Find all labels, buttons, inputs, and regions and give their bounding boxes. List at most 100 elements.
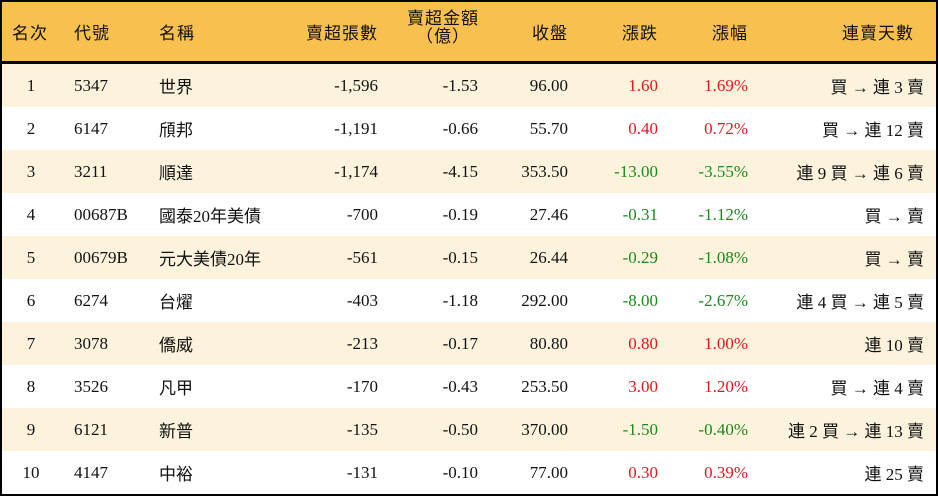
name-cell: 國泰20年美債 bbox=[159, 207, 261, 226]
change-cell: -1.50 bbox=[622, 419, 658, 439]
streak-cell: 連 25 賣 bbox=[864, 465, 925, 484]
rank-cell: 8 bbox=[26, 376, 36, 396]
header-net-sell-amount-line2: （億） bbox=[416, 27, 470, 46]
change-pct-cell: -1.08% bbox=[698, 247, 748, 267]
rank-cell: 3 bbox=[26, 161, 36, 181]
change-cell: 0.30 bbox=[628, 462, 658, 482]
change-pct-cell: 0.72% bbox=[704, 118, 748, 138]
code-cell: 00687B bbox=[74, 204, 128, 224]
change-pct-cell: -3.55% bbox=[698, 161, 748, 181]
header-net-sell-amount: 賣超金額 （億） bbox=[407, 10, 479, 46]
net-sell-amount-cell: -0.19 bbox=[442, 204, 478, 224]
change-cell: -8.00 bbox=[622, 290, 658, 310]
rank-cell: 5 bbox=[26, 247, 36, 267]
net-sell-lots-cell: -1,596 bbox=[334, 75, 378, 95]
change-pct-cell: 1.69% bbox=[704, 75, 748, 95]
net-sell-lots-cell: -561 bbox=[346, 247, 378, 267]
name-cell: 中裕 bbox=[159, 465, 193, 484]
table-row[interactable]: 3 3211 順達 -1,174 -4.15 353.50 -13.00 -3.55% 連 9 … bbox=[2, 150, 936, 193]
change-pct-cell: 1.00% bbox=[704, 333, 748, 353]
close-price-cell: 55.70 bbox=[529, 118, 568, 138]
rank-cell: 6 bbox=[26, 290, 36, 310]
change-cell: 3.00 bbox=[628, 376, 658, 396]
change-cell: 0.40 bbox=[628, 118, 658, 138]
table-row[interactable]: 7 3078 僑威 -213 -0.17 80.80 0.80 1.00% 連 10 賣 bbox=[2, 322, 936, 365]
rank-cell: 10 bbox=[22, 462, 40, 482]
streak-cell: 連 2 買 → 連 13 賣 bbox=[788, 422, 924, 441]
code-cell: 4147 bbox=[74, 462, 108, 482]
net-sell-amount-cell: -0.10 bbox=[442, 462, 478, 482]
table-row[interactable]: 1 5347 世界 -1,596 -1.53 96.00 1.60 1.69% 買 → 連 3 … bbox=[2, 64, 936, 107]
rank-cell: 7 bbox=[26, 333, 36, 353]
net-sell-lots-cell: -170 bbox=[346, 376, 378, 396]
net-sell-lots-cell: -131 bbox=[346, 462, 378, 482]
rank-cell: 9 bbox=[26, 419, 36, 439]
net-sell-amount-cell: -4.15 bbox=[442, 161, 478, 181]
change-pct-cell: 1.20% bbox=[704, 376, 748, 396]
name-cell: 新普 bbox=[159, 422, 193, 441]
header-rank: 名次 bbox=[12, 24, 48, 43]
close-price-cell: 77.00 bbox=[529, 462, 568, 482]
table-row[interactable]: 9 6121 新普 -135 -0.50 370.00 -1.50 -0.40% 連 2 買 →… bbox=[2, 408, 936, 451]
change-pct-cell: -2.67% bbox=[698, 290, 748, 310]
table-row[interactable]: 10 4147 中裕 -131 -0.10 77.00 0.30 0.39% 連 25 賣 bbox=[2, 451, 936, 494]
header-streak: 連賣天數 bbox=[842, 24, 914, 43]
net-sell-lots-cell: -1,174 bbox=[334, 161, 378, 181]
net-sell-lots-cell: -700 bbox=[346, 204, 378, 224]
streak-cell: 買 → 賣 bbox=[864, 250, 925, 269]
net-sell-amount-cell: -0.66 bbox=[442, 118, 478, 138]
net-sell-amount-cell: -1.53 bbox=[442, 75, 478, 95]
code-cell: 00679B bbox=[74, 247, 128, 267]
net-sell-lots-cell: -135 bbox=[346, 419, 378, 439]
change-pct-cell: 0.39% bbox=[704, 462, 748, 482]
code-cell: 6121 bbox=[74, 419, 108, 439]
streak-cell: 連 4 買 → 連 5 賣 bbox=[796, 293, 925, 312]
change-cell: 0.80 bbox=[628, 333, 658, 353]
code-cell: 5347 bbox=[74, 75, 108, 95]
close-price-cell: 292.00 bbox=[521, 290, 568, 310]
change-cell: 1.60 bbox=[628, 75, 658, 95]
code-cell: 6274 bbox=[74, 290, 108, 310]
streak-cell: 連 9 買 → 連 6 賣 bbox=[796, 164, 925, 183]
net-sell-amount-cell: -1.18 bbox=[442, 290, 478, 310]
table-row[interactable]: 5 00679B 元大美債20年 -561 -0.15 26.44 -0.29 -1.08% 買… bbox=[2, 236, 936, 279]
table-header: 名次 代號 名稱 賣超張數 賣超金額 （億） 收盤 漲跌 漲幅 連賣天數 bbox=[2, 2, 936, 64]
name-cell: 僑威 bbox=[159, 336, 193, 355]
name-cell: 凡甲 bbox=[159, 379, 193, 398]
header-close: 收盤 bbox=[532, 24, 568, 43]
header-net-sell-amount-line1: 賣超金額 bbox=[407, 9, 479, 28]
streak-cell: 買 → 賣 bbox=[864, 207, 925, 226]
table-row[interactable]: 4 00687B 國泰20年美債 -700 -0.19 27.46 -0.31 -1.12% 買… bbox=[2, 193, 936, 236]
rank-cell: 2 bbox=[26, 118, 36, 138]
table-row[interactable]: 8 3526 凡甲 -170 -0.43 253.50 3.00 1.20% 買 → 連 4 賣 bbox=[2, 365, 936, 408]
change-cell: -0.29 bbox=[622, 247, 658, 267]
change-cell: -0.31 bbox=[622, 204, 658, 224]
net-sell-amount-cell: -0.17 bbox=[442, 333, 478, 353]
close-price-cell: 370.00 bbox=[521, 419, 568, 439]
table-row[interactable]: 6 6274 台燿 -403 -1.18 292.00 -8.00 -2.67% 連 4 買 →… bbox=[2, 279, 936, 322]
name-cell: 元大美債20年 bbox=[159, 250, 261, 269]
net-sell-amount-cell: -0.50 bbox=[442, 419, 478, 439]
net-sell-lots-cell: -1,191 bbox=[334, 118, 378, 138]
code-cell: 6147 bbox=[74, 118, 108, 138]
net-sell-amount-cell: -0.43 bbox=[442, 376, 478, 396]
header-change-pct: 漲幅 bbox=[712, 24, 748, 43]
code-cell: 3078 bbox=[74, 333, 108, 353]
name-cell: 頎邦 bbox=[159, 121, 193, 140]
net-sell-lots-cell: -213 bbox=[346, 333, 378, 353]
name-cell: 世界 bbox=[159, 78, 193, 97]
change-pct-cell: -0.40% bbox=[698, 419, 748, 439]
header-change: 漲跌 bbox=[622, 24, 658, 43]
streak-cell: 買 → 連 3 賣 bbox=[830, 78, 925, 97]
close-price-cell: 27.46 bbox=[529, 204, 568, 224]
net-sell-amount-cell: -0.15 bbox=[442, 247, 478, 267]
streak-cell: 買 → 連 12 賣 bbox=[822, 121, 924, 140]
close-price-cell: 80.80 bbox=[529, 333, 568, 353]
close-price-cell: 353.50 bbox=[521, 161, 568, 181]
name-cell: 台燿 bbox=[159, 293, 193, 312]
table-row[interactable]: 2 6147 頎邦 -1,191 -0.66 55.70 0.40 0.72% 買 → 連 12… bbox=[2, 107, 936, 150]
header-net-sell-lots: 賣超張數 bbox=[306, 24, 378, 43]
close-price-cell: 253.50 bbox=[521, 376, 568, 396]
rank-cell: 4 bbox=[26, 204, 36, 224]
